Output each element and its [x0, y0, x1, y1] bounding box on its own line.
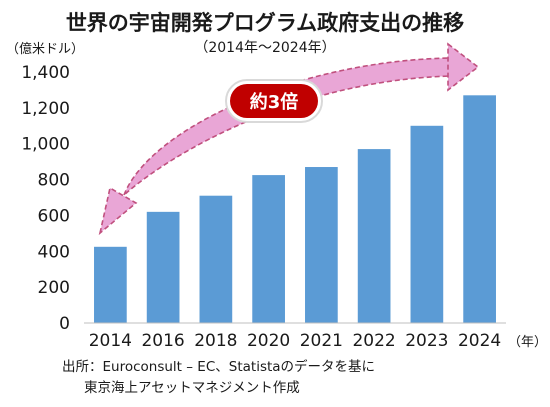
y-tick-label: 200 [38, 278, 70, 298]
bar [357, 149, 391, 323]
bar [252, 175, 285, 323]
growth-arrow-band [123, 57, 453, 196]
chart-title: 世界の宇宙開発プログラム政府支出の推移 [66, 11, 464, 35]
y-tick-label: 400 [38, 242, 70, 262]
growth-badge-shape [230, 84, 318, 118]
y-tick-label: 0 [59, 314, 70, 334]
x-tick-label: 2020 [247, 331, 290, 351]
bar [94, 246, 127, 323]
y-axis-label: （億米ドル） [6, 41, 84, 57]
y-tick-label: 600 [38, 206, 70, 226]
x-tick-label: 2023 [405, 331, 448, 351]
x-axis-ticks: 2014 2016 2018 2020 2021 2022 2023 2024 [89, 331, 502, 351]
y-tick-label: 800 [38, 171, 70, 191]
y-axis-ticks: 0 200 400 600 800 1,000 1,200 1,400 [21, 63, 70, 334]
growth-badge-label: 約3倍 [250, 91, 299, 113]
x-tick-label: 2014 [89, 331, 132, 351]
y-tick-label: 1,000 [21, 135, 70, 155]
x-tick-label: 2022 [352, 331, 395, 351]
x-tick-label: 2021 [300, 331, 343, 351]
x-axis-label: （年） [508, 335, 547, 350]
source-note-line-2: 東京海上アセットマネジメント作成 [84, 380, 300, 396]
x-tick-label: 2018 [194, 331, 237, 351]
bars [94, 95, 496, 324]
y-tick-label: 1,400 [21, 63, 70, 83]
x-tick-label: 2016 [141, 331, 184, 351]
growth-badge: 約3倍 [225, 79, 323, 123]
source-note-line-1: 出所：Euroconsult – EC、Statistaのデータを基に [62, 358, 375, 375]
bar [410, 125, 444, 324]
bar [463, 95, 496, 323]
y-tick-label: 1,200 [21, 99, 70, 119]
growth-arrow-head-right [447, 42, 480, 92]
bar [305, 167, 338, 323]
chart-subtitle: （2014年～2024年） [194, 40, 335, 56]
growth-arrow-head-left [98, 186, 138, 236]
bar [146, 211, 180, 323]
bar [199, 195, 233, 323]
x-tick-label: 2024 [458, 331, 501, 351]
